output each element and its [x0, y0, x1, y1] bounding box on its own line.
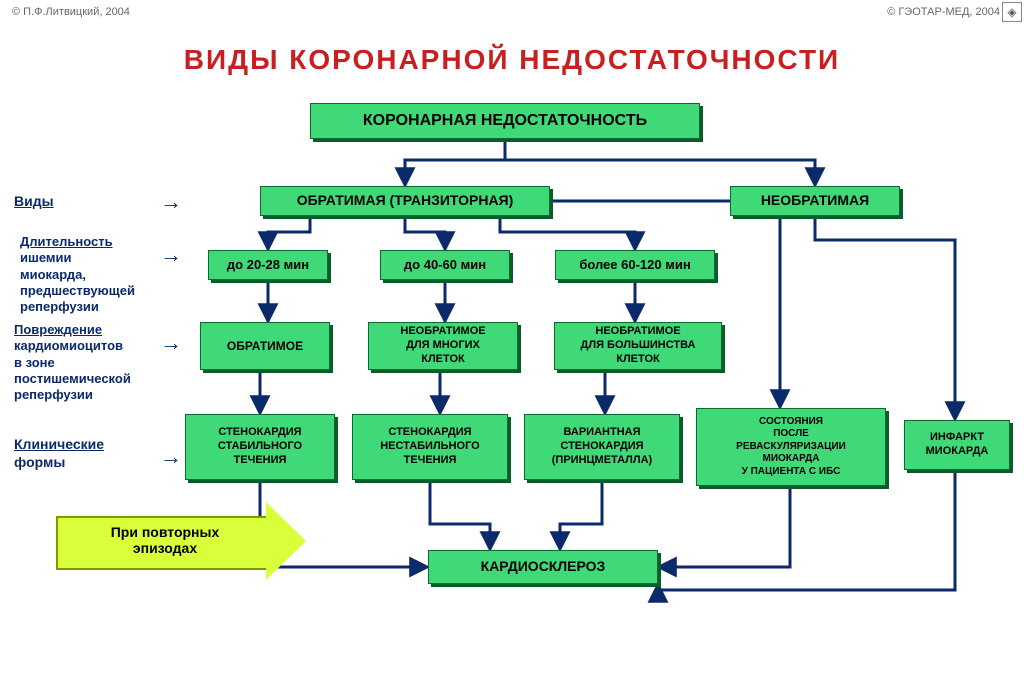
box-root: КОРОНАРНАЯ НЕДОСТАТОЧНОСТЬ: [310, 103, 700, 139]
box-c3: ВАРИАНТНАЯСТЕНОКАРДИЯ(ПРИНЦМЕТАЛЛА): [524, 414, 680, 480]
box-c2: СТЕНОКАРДИЯНЕСТАБИЛЬНОГОТЕЧЕНИЯ: [352, 414, 508, 480]
side-label-s3: Повреждениекардиомиоцитовв зонепостишеми…: [14, 322, 131, 403]
side-arrow-s1: →: [160, 189, 182, 215]
box-d3: более 60-120 мин: [555, 250, 715, 280]
side-label-s4: Клиническиеформы: [14, 436, 104, 471]
arrow-rev-d1: [268, 219, 310, 248]
side-arrow-s2: →: [160, 242, 182, 268]
side-label-s2: Длительностьишемиимиокарда,предшествующе…: [20, 234, 135, 315]
box-c5: ИНФАРКТМИОКАРДА: [904, 420, 1010, 470]
box-rev: ОБРАТИМАЯ (ТРАНЗИТОРНАЯ): [260, 186, 550, 216]
logo-icon: ◈: [1002, 2, 1022, 22]
box-c1: СТЕНОКАРДИЯСТАБИЛЬНОГОТЕЧЕНИЯ: [185, 414, 335, 480]
copyright-left: © П.Ф.Литвицкий, 2004: [12, 6, 130, 18]
arrow-rev-c4: [550, 201, 780, 406]
box-p3: НЕОБРАТИМОЕДЛЯ БОЛЬШИНСТВАКЛЕТОК: [554, 322, 722, 370]
slide: © П.Ф.Литвицкий, 2004 © ГЭОТАР-МЕД, 2004…: [0, 0, 1024, 683]
arrow-c4-ks: [660, 489, 790, 567]
arrow-c2-ks: [430, 483, 490, 548]
slide-title: ВИДЫ КОРОНАРНОЙ НЕДОСТАТОЧНОСТИ: [0, 44, 1024, 76]
side-label-s1: Виды: [14, 193, 54, 211]
box-d1: до 20-28 мин: [208, 250, 328, 280]
box-p2: НЕОБРАТИМОЕДЛЯ МНОГИХКЛЕТОК: [368, 322, 518, 370]
arrow-root-irr: [505, 142, 815, 184]
arrow-c3-ks: [560, 483, 602, 548]
repeat-episodes-label: При повторныхэпизодах: [64, 524, 266, 556]
arrow-root-rev: [405, 142, 505, 184]
box-irr: НЕОБРАТИМАЯ: [730, 186, 900, 216]
copyright-right: © ГЭОТАР-МЕД, 2004: [887, 6, 1000, 18]
side-arrow-s4: →: [160, 444, 182, 470]
box-p1: ОБРАТИМОЕ: [200, 322, 330, 370]
arrow-rev-d3: [500, 219, 635, 248]
box-c4: СОСТОЯНИЯПОСЛЕРЕВАСКУЛЯРИЗАЦИИМИОКАРДАУ …: [696, 408, 886, 486]
box-d2: до 40-60 мин: [380, 250, 510, 280]
arrow-irr-c5: [815, 219, 955, 418]
side-arrow-s3: →: [160, 330, 182, 356]
arrow-c5-ks: [658, 473, 955, 590]
box-ks: КАРДИОСКЛЕРОЗ: [428, 550, 658, 584]
arrow-rev-d2: [405, 219, 445, 248]
